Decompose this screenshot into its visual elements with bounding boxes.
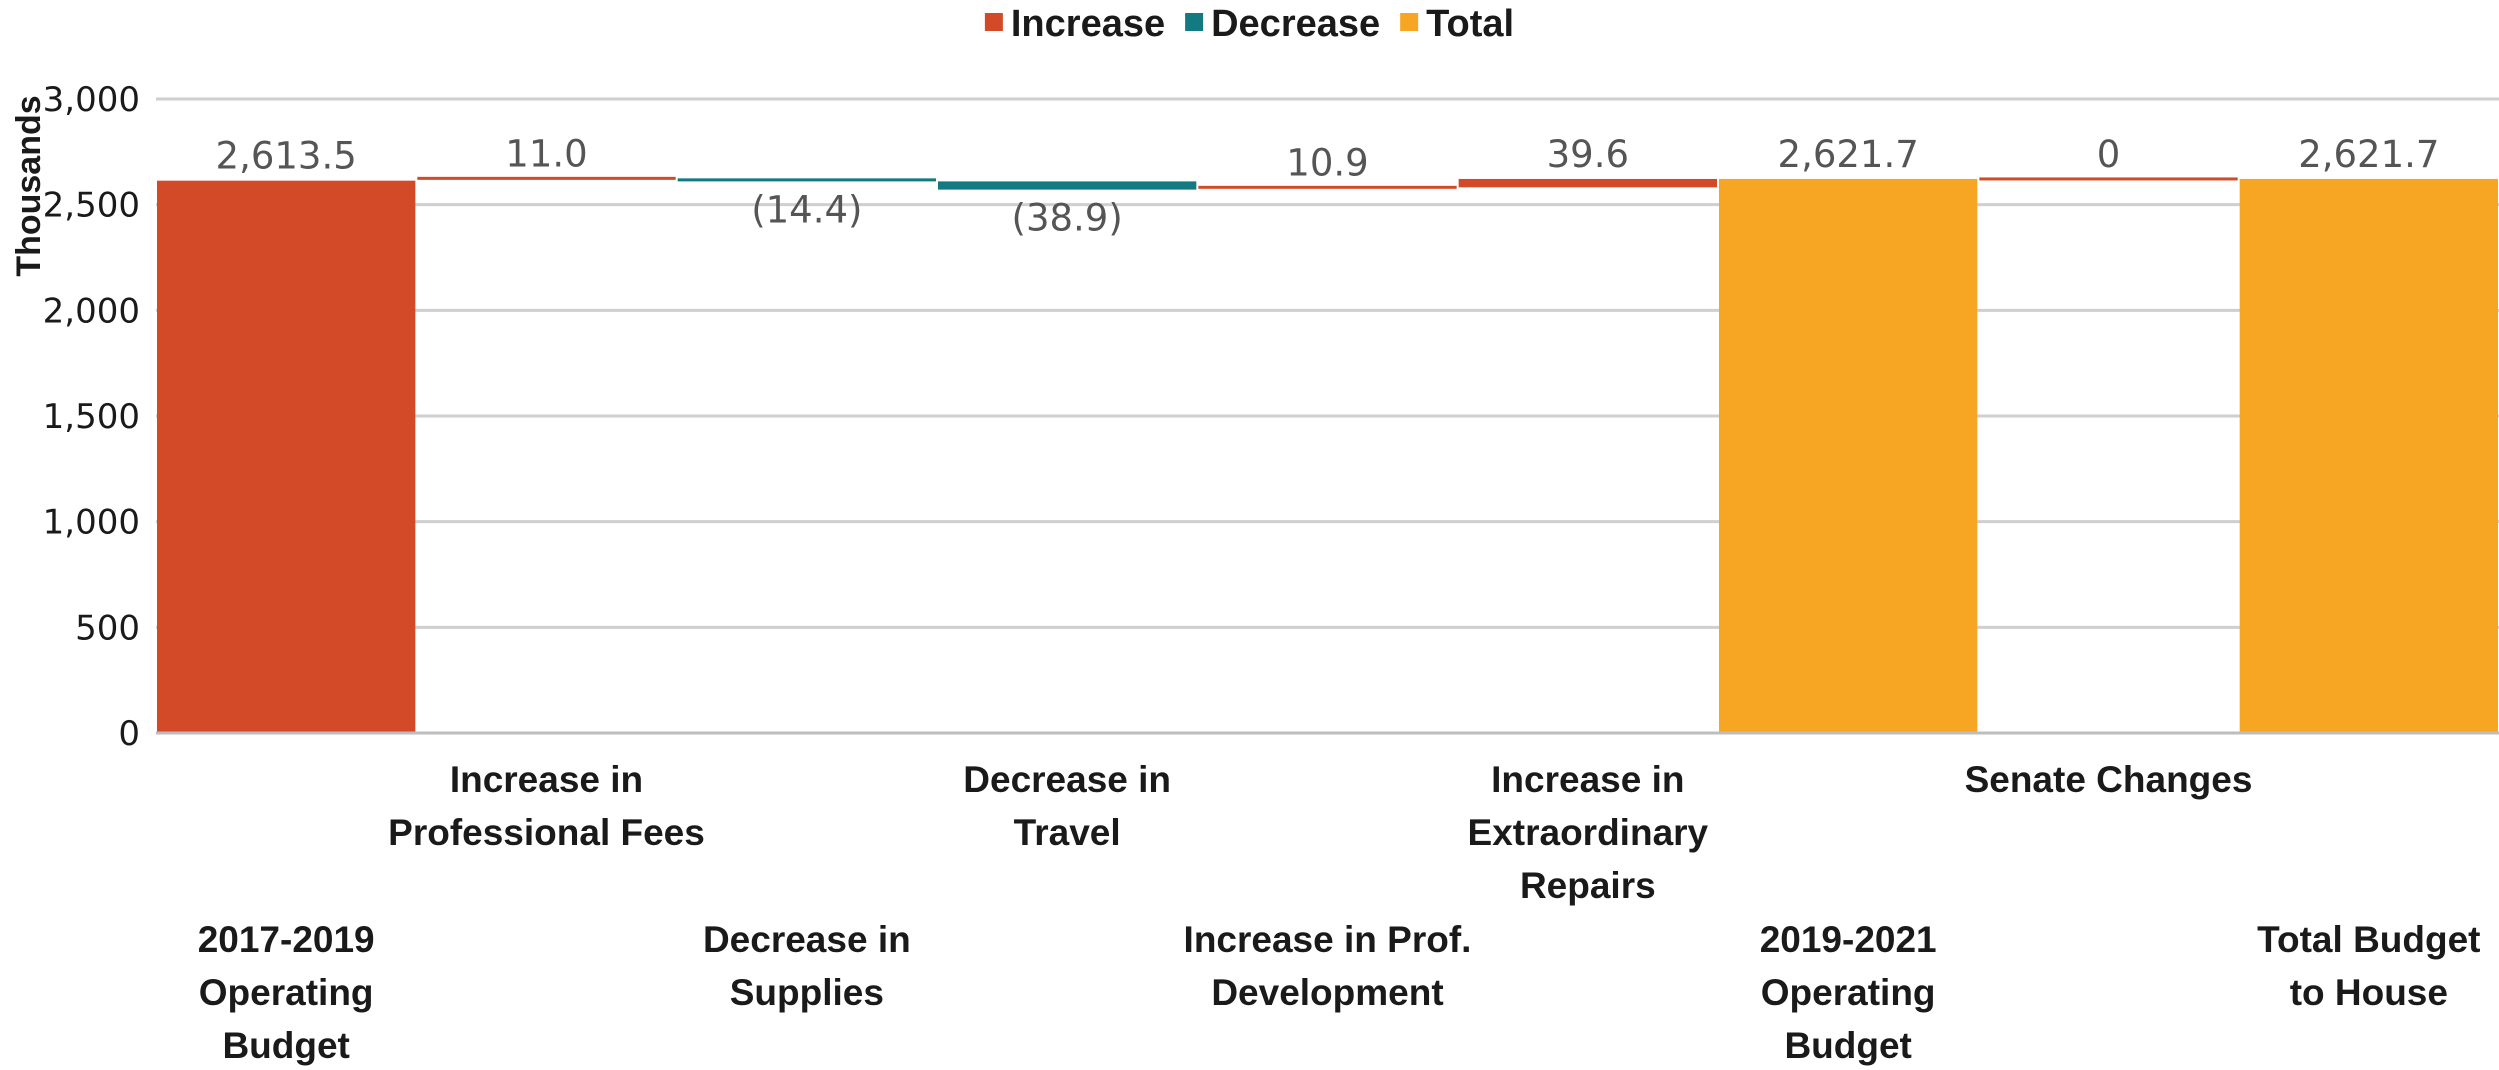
legend-swatch bbox=[1185, 13, 1204, 31]
legend-label: Decrease bbox=[1211, 3, 1380, 45]
category-label: Repairs bbox=[1520, 865, 1656, 906]
bar bbox=[677, 178, 936, 182]
bar bbox=[1719, 178, 1978, 734]
value-label: 11.0 bbox=[505, 132, 587, 175]
category-label: 2017-2019 bbox=[198, 919, 375, 960]
y-tick-label: 0 bbox=[118, 714, 140, 754]
bar bbox=[157, 180, 416, 734]
legend: Increase Decrease Total bbox=[984, 3, 1514, 45]
category-label: Operating bbox=[199, 972, 374, 1013]
y-tick-label: 1,000 bbox=[43, 503, 140, 543]
category-label: Increase in Prof. bbox=[1184, 919, 1472, 960]
value-label: (14.4) bbox=[751, 188, 862, 231]
category-label: 2019-2021 bbox=[1760, 919, 1937, 960]
y-tick-label: 500 bbox=[75, 608, 140, 648]
category-label: Budget bbox=[222, 1025, 349, 1066]
category-label: Decrease in bbox=[703, 919, 911, 960]
value-labels: 2,613.5 11.0 (14.4) (38.9) 10.9 39.6 2,621.7 0 2… bbox=[216, 132, 2440, 239]
category-label: Operating bbox=[1761, 972, 1936, 1013]
category-label: Increase in bbox=[450, 759, 643, 800]
legend-label: Total bbox=[1426, 3, 1514, 45]
category-label: to House bbox=[2290, 972, 2448, 1013]
bar bbox=[1979, 177, 2238, 181]
bar bbox=[2239, 178, 2498, 734]
bar bbox=[1458, 178, 1717, 188]
y-axis-label: Thousands bbox=[10, 95, 48, 276]
value-label: 39.6 bbox=[1547, 133, 1629, 176]
category-label: Extraordinary bbox=[1468, 812, 1709, 853]
value-label: 2,621.7 bbox=[1778, 133, 1919, 176]
y-tick-label: 2,500 bbox=[43, 186, 140, 226]
category-label: Total Budget bbox=[2257, 919, 2480, 960]
category-label: Senate Changes bbox=[1965, 759, 2253, 800]
category-label: Decrease in bbox=[963, 759, 1171, 800]
value-label: 2,621.7 bbox=[2298, 133, 2439, 176]
value-label: 10.9 bbox=[1286, 141, 1368, 184]
y-axis-ticks: 0 500 1,000 1,500 2,000 2,500 3,000 bbox=[43, 80, 140, 754]
bar bbox=[938, 181, 1197, 190]
y-tick-label: 1,500 bbox=[43, 397, 140, 437]
legend-label: Increase bbox=[1011, 3, 1165, 45]
bar bbox=[1198, 185, 1457, 189]
category-labels: 2017-2019 Operating Budget Increase in Profe… bbox=[198, 759, 2481, 1066]
y-tick-label: 2,000 bbox=[43, 291, 140, 331]
bars bbox=[157, 176, 2498, 734]
bar bbox=[417, 176, 676, 180]
legend-swatch bbox=[1400, 13, 1419, 31]
y-tick-label: 3,000 bbox=[43, 80, 140, 120]
category-label: Travel bbox=[1014, 812, 1121, 853]
value-label: (38.9) bbox=[1012, 197, 1123, 240]
category-label: Budget bbox=[1784, 1025, 1911, 1066]
gridlines bbox=[156, 97, 2499, 629]
category-label: Development bbox=[1211, 972, 1443, 1013]
category-label: Supplies bbox=[730, 972, 884, 1013]
category-label: Increase in bbox=[1491, 759, 1684, 800]
legend-swatch bbox=[984, 13, 1003, 31]
value-label: 0 bbox=[2097, 133, 2121, 176]
value-label: 2,613.5 bbox=[216, 135, 357, 178]
category-label: Professional Fees bbox=[388, 812, 705, 853]
